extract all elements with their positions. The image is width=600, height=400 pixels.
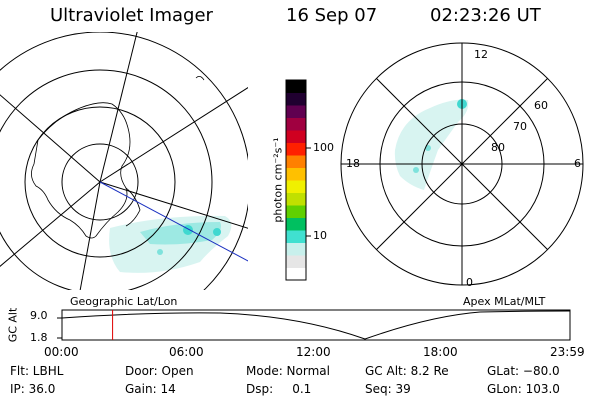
info-glon: GLon: 103.0 — [487, 382, 560, 396]
altitude-plot — [57, 309, 571, 341]
alt-min-label: 1.8 — [30, 331, 48, 344]
info-filter: Flt: LBHL — [10, 364, 64, 378]
aurora-emission-right — [394, 99, 469, 190]
date-label: 16 Sep 07 — [286, 5, 378, 26]
x-tick-2359: 23:59 — [550, 345, 585, 359]
mlt-label-18: 18 — [346, 157, 360, 170]
colorbar-segment — [286, 142, 306, 156]
instrument-title: Ultraviolet Imager — [50, 5, 213, 26]
colorbar-segment — [286, 105, 306, 118]
info-dsp: Dsp: 0.1 — [246, 382, 312, 396]
colorbar-segment — [286, 242, 306, 256]
time-label: 02:23:26 UT — [430, 5, 541, 26]
info-gain: Gain: 14 — [125, 382, 176, 396]
mlat-label-70: 70 — [513, 120, 527, 133]
x-tick-0000: 00:00 — [44, 345, 79, 359]
colorbar-segment — [286, 180, 306, 193]
colorbar — [286, 80, 306, 281]
colorbar-segment — [286, 130, 306, 143]
x-tick-1800: 18:00 — [423, 345, 458, 359]
colorbar-segment — [286, 205, 306, 218]
colorbar-segment — [286, 230, 306, 243]
colorbar-tick-100: 100 — [313, 141, 334, 154]
info-mode: Mode: Normal — [246, 364, 330, 378]
x-tick-0600: 06:00 — [169, 345, 204, 359]
apex-map — [340, 42, 584, 286]
altitude-curve — [61, 310, 571, 340]
colorbar-segment — [286, 92, 306, 106]
apex-map-caption: Apex MLat/MLT — [463, 295, 546, 308]
info-glat: GLat: −80.0 — [487, 364, 560, 378]
info-ip: IP: 36.0 — [10, 382, 56, 396]
alt-max-label: 9.0 — [30, 309, 48, 322]
alt-axis-label: GC Alt — [6, 307, 20, 343]
geographic-map-caption: Geographic Lat/Lon — [70, 295, 178, 308]
info-seq: Seq: 39 — [365, 382, 411, 396]
x-tick-1200: 12:00 — [296, 345, 331, 359]
mlat-label-60: 60 — [534, 99, 548, 112]
colorbar-unit-label: photon cm⁻²s⁻¹ — [271, 137, 285, 223]
mlt-label-6: 6 — [574, 157, 581, 170]
geographic-map — [0, 32, 248, 290]
mlt-label-0: 0 — [466, 276, 473, 289]
info-door: Door: Open — [125, 364, 194, 378]
mlt-label-12: 12 — [474, 48, 488, 61]
colorbar-tick-10: 10 — [313, 229, 327, 242]
colorbar-segment — [286, 167, 306, 181]
colorbar-segment — [286, 267, 306, 281]
info-gc-alt: GC Alt: 8.2 Re — [365, 364, 449, 378]
colorbar-segment — [286, 80, 306, 93]
colorbar-segment — [286, 155, 306, 168]
colorbar-segment — [286, 217, 306, 231]
colorbar-segment — [286, 255, 306, 268]
colorbar-segment — [286, 192, 306, 206]
colorbar-segment — [286, 117, 306, 131]
antarctica-coastline — [31, 102, 131, 239]
mlat-label-80: 80 — [491, 141, 505, 154]
